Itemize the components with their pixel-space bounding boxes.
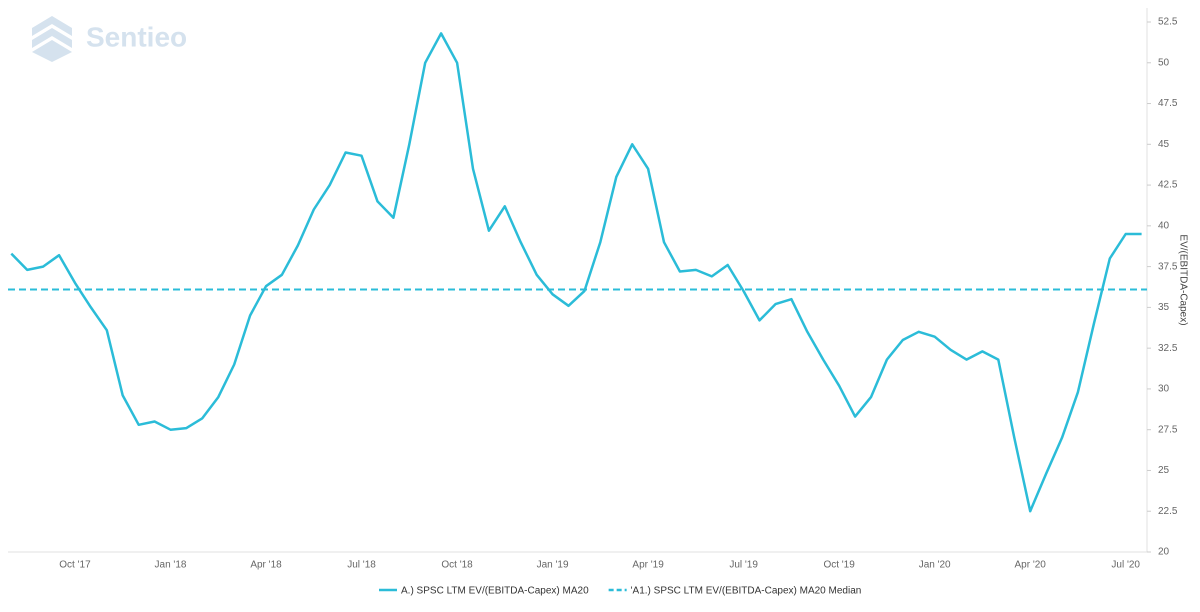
logo-icon <box>32 16 72 62</box>
y-tick-label: 47.5 <box>1158 98 1178 109</box>
x-tick-label: Apr '20 <box>1014 560 1046 571</box>
y-tick-label: 42.5 <box>1158 180 1178 191</box>
legend-label: A.) SPSC LTM EV/(EBITDA-Capex) MA20 <box>401 586 589 597</box>
y-tick-label: 22.5 <box>1158 506 1178 517</box>
x-tick-label: Jan '18 <box>155 560 187 571</box>
watermark: Sentieo <box>86 21 187 52</box>
x-tick-label: Oct '18 <box>441 560 473 571</box>
y-tick-label: 37.5 <box>1158 261 1178 272</box>
x-tick-label: Jul '18 <box>347 560 376 571</box>
x-tick-label: Jul '20 <box>1111 560 1140 571</box>
y-axis-title: EV/(EBITDA-Capex) <box>1177 234 1188 325</box>
x-tick-label: Oct '17 <box>59 560 91 571</box>
x-tick-label: Apr '18 <box>250 560 282 571</box>
y-tick-label: 52.5 <box>1158 17 1178 28</box>
y-tick-label: 30 <box>1158 384 1170 395</box>
y-tick-label: 20 <box>1158 547 1170 558</box>
y-tick-label: 27.5 <box>1158 424 1178 435</box>
x-tick-label: Oct '19 <box>823 560 855 571</box>
x-tick-label: Jan '20 <box>919 560 951 571</box>
y-tick-label: 32.5 <box>1158 343 1178 354</box>
y-tick-label: 35 <box>1158 302 1170 313</box>
x-tick-label: Jan '19 <box>537 560 569 571</box>
y-tick-label: 50 <box>1158 57 1170 68</box>
y-tick-label: 40 <box>1158 220 1170 231</box>
x-tick-label: Apr '19 <box>632 560 664 571</box>
y-tick-label: 25 <box>1158 465 1170 476</box>
y-tick-label: 45 <box>1158 139 1170 150</box>
x-tick-label: Jul '19 <box>729 560 758 571</box>
legend-label: 'A1.) SPSC LTM EV/(EBITDA-Capex) MA20 Me… <box>631 586 862 597</box>
data-line <box>10 32 1142 513</box>
